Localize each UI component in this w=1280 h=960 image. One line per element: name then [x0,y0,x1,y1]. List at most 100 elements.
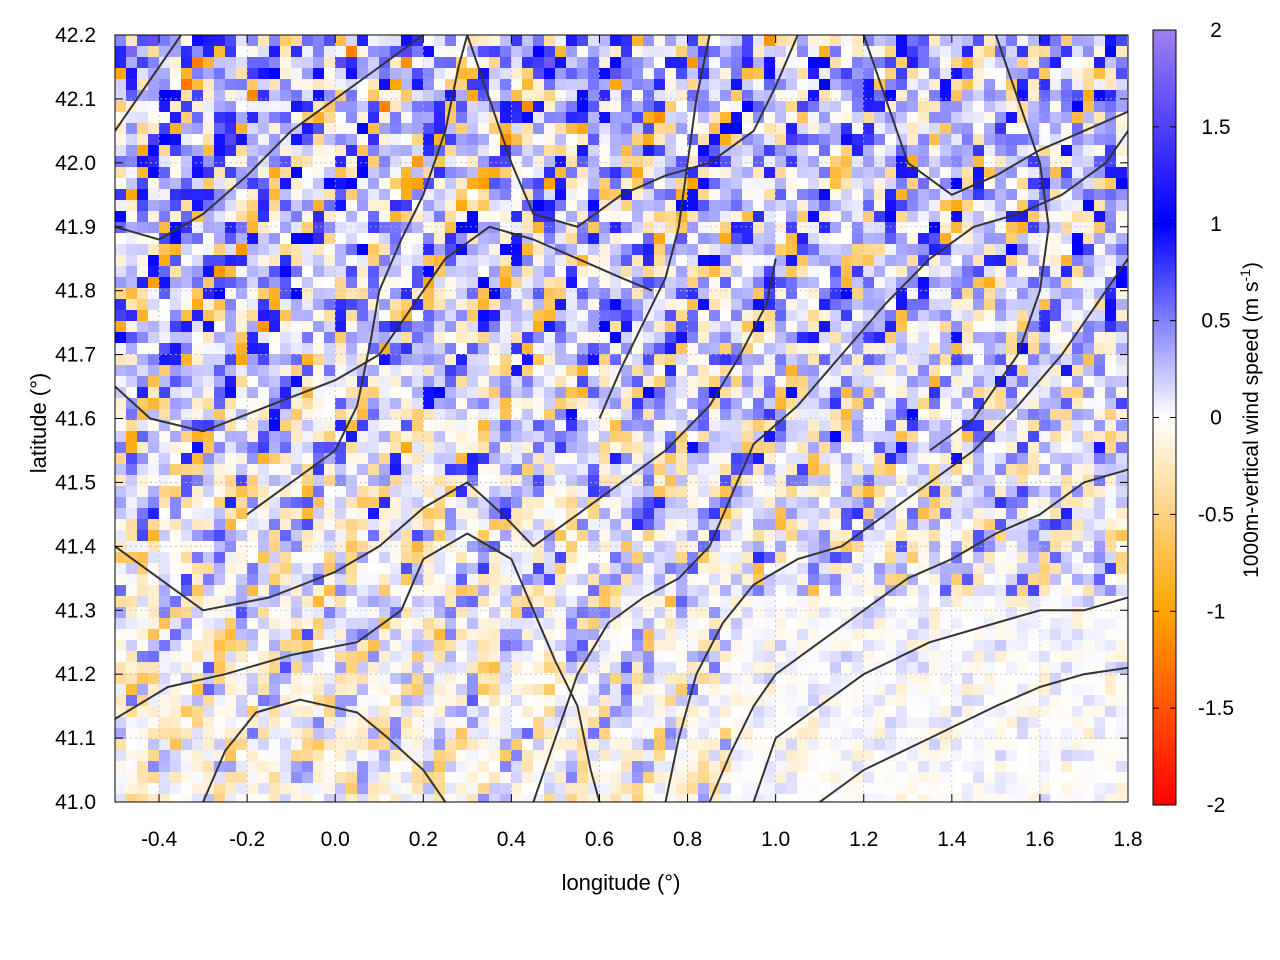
heatmap-cell [632,233,643,244]
heatmap-cell [335,277,346,288]
heatmap-cell [324,310,335,321]
heatmap-cell [247,563,258,574]
heatmap-cell [1083,519,1094,530]
heatmap-cell [291,387,302,398]
heatmap-cell [313,244,324,255]
heatmap-cell [1105,288,1116,299]
heatmap-cell [291,585,302,596]
heatmap-cell [973,530,984,541]
heatmap-cell [676,189,687,200]
heatmap-cell [764,222,775,233]
heatmap-cell [203,431,214,442]
heatmap-cell [819,178,830,189]
heatmap-cell [995,464,1006,475]
heatmap-cell [676,354,687,365]
heatmap-cell [742,57,753,68]
heatmap-cell [698,46,709,57]
heatmap-cell [632,541,643,552]
heatmap-cell [599,508,610,519]
heatmap-cell [456,90,467,101]
heatmap-cell [115,244,126,255]
heatmap-cell [654,167,665,178]
heatmap-cell [632,453,643,464]
heatmap-cell [742,442,753,453]
heatmap-cell [412,101,423,112]
heatmap-cell [929,332,940,343]
heatmap-cell [577,585,588,596]
heatmap-cell [423,332,434,343]
heatmap-cell [192,321,203,332]
heatmap-cell [896,508,907,519]
heatmap-cell [159,585,170,596]
heatmap-cell [225,156,236,167]
heatmap-cell [896,442,907,453]
heatmap-cell [973,596,984,607]
heatmap-cell [258,68,269,79]
heatmap-cell [401,134,412,145]
heatmap-cell [1017,112,1028,123]
heatmap-cell [786,530,797,541]
heatmap-cell [808,387,819,398]
heatmap-cell [291,68,302,79]
heatmap-cell [269,79,280,90]
heatmap-cell [115,354,126,365]
heatmap-cell [1127,189,1128,200]
heatmap-cell [676,211,687,222]
heatmap-cell [874,112,885,123]
heatmap-cell [291,145,302,156]
heatmap-cell [588,541,599,552]
heatmap-cell [522,167,533,178]
heatmap-cell [544,134,555,145]
heatmap-cell [819,585,830,596]
heatmap-cell [1017,255,1028,266]
heatmap-cell [786,420,797,431]
heatmap-cell [621,90,632,101]
heatmap-cell [709,123,720,134]
heatmap-cell [1028,530,1039,541]
heatmap-cell [467,90,478,101]
heatmap-cell [247,618,258,629]
heatmap-cell [137,442,148,453]
heatmap-cell [489,607,500,618]
heatmap-cell [1017,596,1028,607]
heatmap-cell [522,299,533,310]
heatmap-cell [786,189,797,200]
heatmap-cell [1127,365,1128,376]
heatmap-cell [577,574,588,585]
heatmap-cell [225,112,236,123]
heatmap-cell [203,90,214,101]
heatmap-cell [1028,145,1039,156]
heatmap-cell [379,266,390,277]
heatmap-cell [291,156,302,167]
heatmap-cell [412,178,423,189]
heatmap-cell [621,167,632,178]
heatmap-cell [874,167,885,178]
heatmap-cell [324,530,335,541]
heatmap-cell [148,321,159,332]
heatmap-cell [1072,277,1083,288]
heatmap-cell [929,563,940,574]
heatmap-cell [269,442,280,453]
heatmap-cell [1006,530,1017,541]
heatmap-cell [632,431,643,442]
heatmap-cell [1006,321,1017,332]
heatmap-cell [1072,222,1083,233]
heatmap-cell [236,90,247,101]
heatmap-cell [324,541,335,552]
heatmap-cell [1072,68,1083,79]
heatmap-cell [588,211,599,222]
heatmap-cell [643,541,654,552]
heatmap-cell [764,145,775,156]
heatmap-cell [313,398,324,409]
heatmap-cell [951,596,962,607]
heatmap-cell [1105,552,1116,563]
heatmap-cell [676,442,687,453]
heatmap-cell [181,497,192,508]
heatmap-cell [995,266,1006,277]
heatmap-cell [1061,244,1072,255]
heatmap-cell [918,365,929,376]
heatmap-cell [720,189,731,200]
heatmap-cell [720,211,731,222]
heatmap-cell [1083,486,1094,497]
heatmap-cell [940,552,951,563]
